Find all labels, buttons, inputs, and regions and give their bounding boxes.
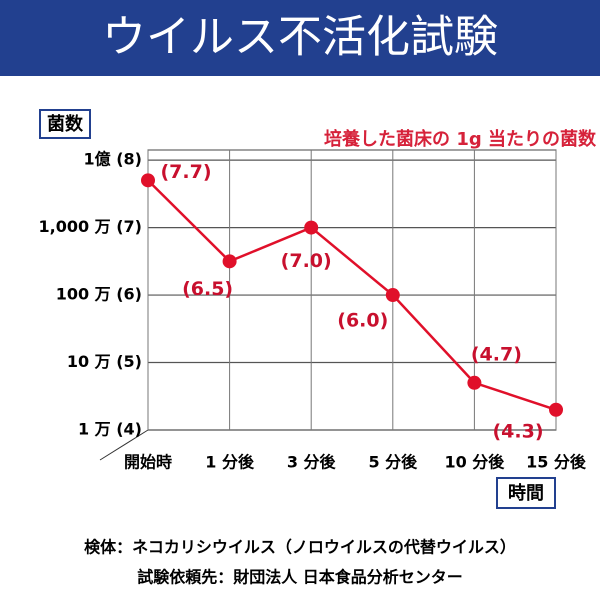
point — [549, 402, 563, 417]
data-label: (7.7) — [160, 161, 211, 183]
line — [147, 179, 557, 411]
title-banner — [0, 0, 600, 76]
y-tick-label: 10 万 (5) — [67, 352, 142, 371]
plot-area — [147, 149, 557, 431]
chart-title: ウイルス不活化試験 — [102, 12, 498, 63]
data-label: (7.0) — [281, 250, 332, 272]
y-label-box — [39, 109, 91, 139]
note: 試験依頼先：財団法人 日本食品分析センター — [137, 568, 463, 587]
annotation: 培養した菌床の 1g 当たりの菌数 — [324, 128, 597, 150]
point — [304, 220, 319, 235]
data-label: (4.7) — [471, 343, 522, 365]
x-axis-label: 時間 — [508, 483, 544, 504]
note: 検体：ネコカリシウイルス（ノロウイルスの代替ウイルス） — [84, 538, 516, 557]
x-tick-label: 開始時 — [124, 453, 172, 472]
x-tick-label: 1 分後 — [205, 453, 255, 472]
data-label: (6.5) — [182, 278, 233, 300]
y-tick-label: 1 万 (4) — [78, 420, 142, 439]
point — [467, 375, 482, 390]
data-label: (4.3) — [492, 420, 543, 442]
x-tick-label: 3 分後 — [287, 453, 337, 472]
y-axis-label: 菌数 — [47, 113, 84, 135]
data-label: (6.0) — [337, 310, 388, 332]
axis-break — [99, 429, 149, 461]
y-tick-label: 1億 (8) — [84, 150, 142, 169]
x-label-box — [496, 477, 556, 509]
x-tick-label: 5 分後 — [368, 453, 418, 472]
y-tick-label: 100 万 (6) — [56, 285, 142, 304]
point — [222, 254, 237, 269]
point — [385, 288, 400, 303]
y-tick-label: 1,000 万 (7) — [38, 217, 142, 236]
x-tick-label: 15 分後 — [526, 453, 587, 472]
point — [141, 173, 155, 188]
x-tick-label: 10 分後 — [444, 453, 505, 472]
